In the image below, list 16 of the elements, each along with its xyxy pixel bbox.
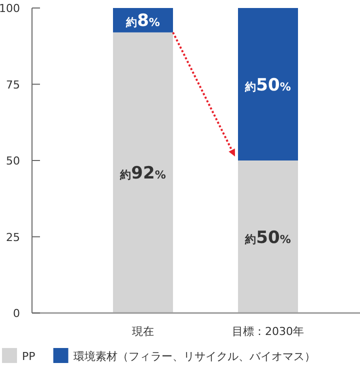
bar (238, 8, 298, 160)
x-tick-label: 現在 (132, 325, 154, 338)
y-tick-label: 100 (0, 2, 20, 15)
data-label: 約50% (244, 75, 291, 96)
data-label: 約8% (125, 11, 160, 32)
x-tick-label: 目標：2030年 (232, 325, 304, 338)
y-tick-label: 25 (6, 230, 20, 244)
bar (113, 32, 173, 313)
legend-label: 環境素材（フィラー、リサイクル、バイオマス） (73, 350, 316, 363)
y-tick-label: 0 (13, 307, 20, 320)
bar (238, 160, 298, 313)
legend-label: PP (22, 350, 36, 363)
y-tick-label: 50 (6, 154, 20, 168)
data-label: 約92% (119, 164, 166, 184)
data-label: 約50% (244, 228, 291, 248)
y-tick-label: 75 (6, 78, 20, 92)
